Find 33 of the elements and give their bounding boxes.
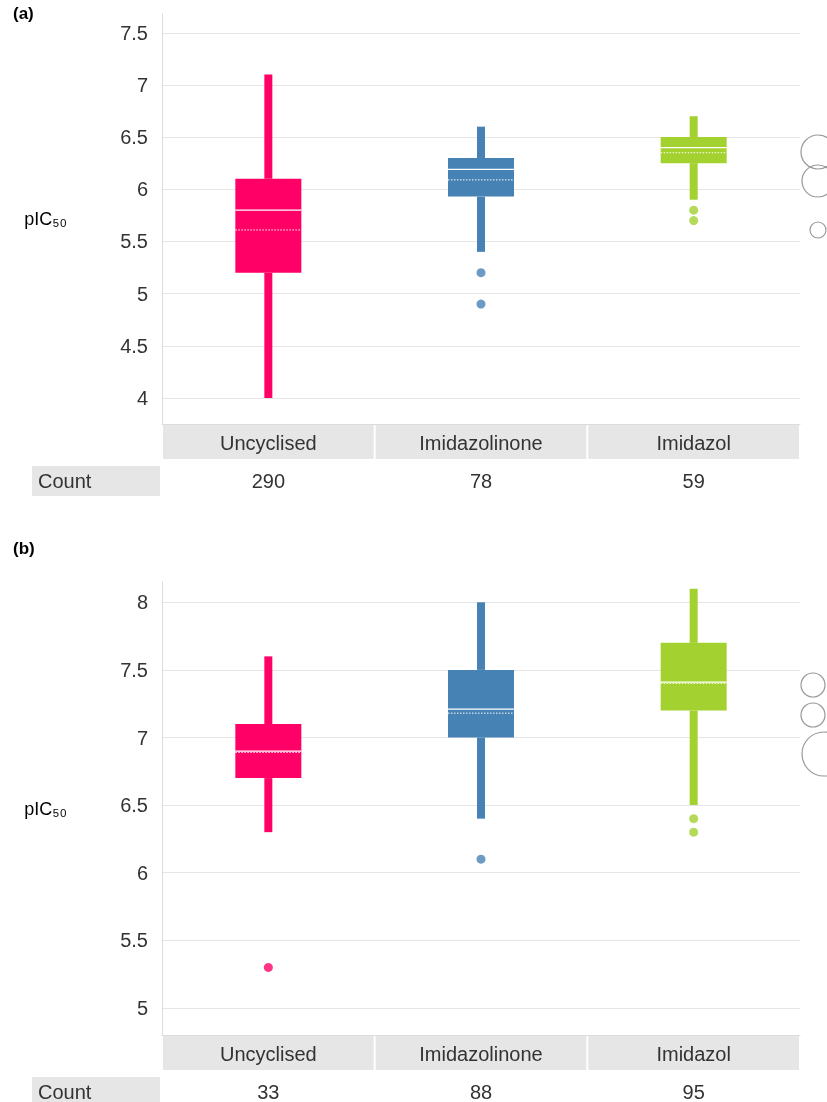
text: 59 <box>682 470 705 492</box>
text: 78 <box>469 470 493 492</box>
y-tick-label: 6.5 <box>120 794 148 817</box>
text: (b) <box>13 539 35 558</box>
x-tick-label: Uncyclised <box>219 432 317 454</box>
y-tick-label: 5.5 <box>120 929 148 952</box>
y-tick-label: 5 <box>136 282 148 305</box>
y-tick-label: 5.5 <box>120 230 148 253</box>
x-tick-label: Uncyclised <box>219 1043 317 1065</box>
x-tick-label: Imidazol <box>656 1043 731 1065</box>
y-tick-label: 7 <box>136 726 148 749</box>
y-axis-title: pIC₅₀ <box>24 798 67 819</box>
text: 88 <box>469 1081 493 1102</box>
text: 290 <box>251 470 286 492</box>
x-tick-label: Imidazolinone <box>419 1043 543 1065</box>
y-tick-label: 4 <box>136 386 148 409</box>
y-tick-label: 7 <box>136 73 148 96</box>
text: Count <box>38 1081 92 1102</box>
text: 33 <box>257 1081 280 1102</box>
y-tick-label: 6.5 <box>120 126 148 149</box>
y-tick-label: 5 <box>136 996 148 1019</box>
y-tick-label: 8 <box>136 591 148 614</box>
y-tick-label: 7.5 <box>120 21 148 44</box>
text: (a) <box>13 4 34 23</box>
y-axis-title: pIC₅₀ <box>24 209 67 229</box>
x-tick-label: Imidazol <box>656 432 731 454</box>
y-tick-label: 6 <box>136 861 148 884</box>
text: Count <box>38 470 92 492</box>
y-tick-label: 7.5 <box>120 658 148 681</box>
x-tick-label: Imidazolinone <box>419 432 543 454</box>
y-tick-label: 4.5 <box>120 334 148 357</box>
text: 95 <box>682 1081 705 1102</box>
y-tick-label: 6 <box>136 178 148 201</box>
